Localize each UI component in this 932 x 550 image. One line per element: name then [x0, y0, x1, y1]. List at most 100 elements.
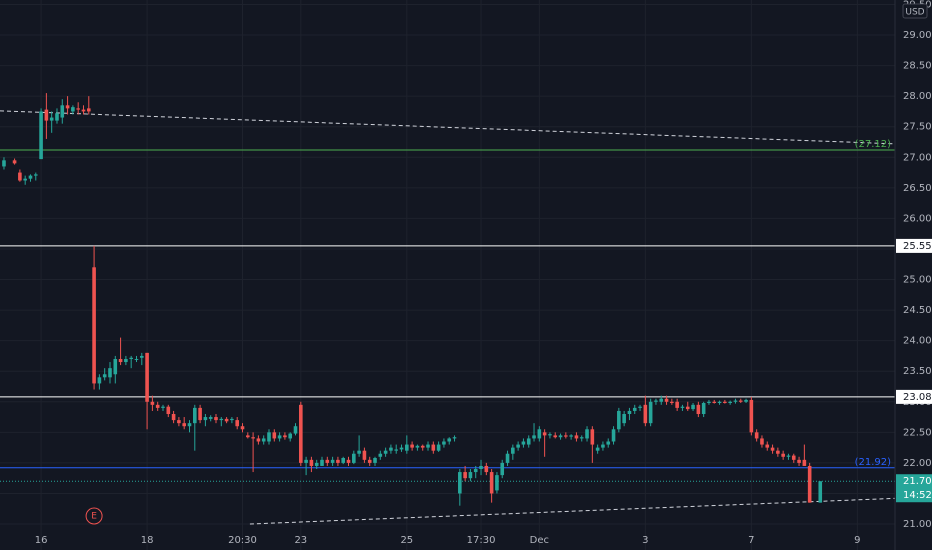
candle-body	[378, 453, 383, 457]
line-label: (21.92)	[855, 457, 892, 468]
candle-body	[55, 113, 59, 121]
candle-body	[129, 357, 133, 359]
price-label: 21.70	[903, 476, 932, 487]
x-tick-label: Dec	[530, 535, 549, 546]
candle-body	[214, 417, 218, 421]
price-label: 23.08	[903, 392, 932, 403]
candle-body	[484, 465, 489, 473]
candle-body	[198, 407, 202, 421]
candle-body	[235, 420, 240, 427]
candle-body	[776, 450, 780, 454]
x-tick-label: 25	[400, 535, 413, 546]
candle-body	[622, 413, 626, 424]
candle-body	[420, 445, 425, 448]
candle-body	[548, 434, 552, 436]
candle-body	[807, 465, 812, 503]
candle-body	[473, 469, 478, 473]
candle-body	[256, 438, 261, 442]
candle-body	[781, 453, 785, 457]
candle-body	[627, 410, 632, 414]
candle-body	[171, 413, 176, 421]
candle-body	[797, 459, 801, 463]
candle-body	[352, 453, 356, 463]
candle-body	[177, 420, 181, 424]
candle-body	[685, 406, 690, 410]
candle-body	[410, 444, 414, 448]
trend-line	[0, 110, 896, 145]
candle-body	[113, 358, 118, 375]
candle-body	[251, 437, 255, 439]
candle-body	[707, 401, 711, 403]
candle-body	[325, 459, 330, 463]
y-tick-label: 24.00	[903, 336, 932, 347]
candle-body	[314, 462, 319, 466]
candle-body	[405, 444, 409, 451]
candle-body	[659, 398, 664, 402]
candle-body	[346, 459, 351, 463]
candle-body	[569, 435, 573, 437]
currency: USD	[905, 8, 924, 18]
candle-body	[336, 459, 340, 463]
candle-body	[521, 441, 526, 445]
candle-body	[680, 406, 685, 408]
x-tick-label: 9	[854, 535, 860, 546]
candle-body	[791, 455, 796, 460]
candle-body	[500, 462, 505, 476]
price-label: 25.55	[903, 241, 932, 252]
candle-body	[139, 355, 144, 358]
candle-body	[818, 481, 823, 503]
candle-body	[288, 433, 293, 439]
candle-body	[192, 407, 197, 424]
candle-body	[447, 438, 452, 442]
x-tick-label: 23	[294, 535, 307, 546]
candle-body	[71, 107, 75, 112]
candle-body	[299, 404, 303, 463]
candle-body	[738, 400, 743, 402]
candle-body	[261, 438, 266, 442]
y-tick-label: 25.00	[903, 275, 932, 286]
candle-body	[182, 423, 186, 427]
candle-body	[367, 459, 372, 463]
candle-body	[44, 109, 49, 121]
candle-body	[452, 437, 457, 439]
candle-body	[754, 432, 759, 439]
y-tick-label: 23.50	[903, 366, 932, 377]
candle-body	[134, 358, 139, 360]
candle-body	[717, 401, 722, 403]
y-tick-label: 29.00	[903, 30, 932, 41]
candle-body	[309, 459, 314, 466]
candle-body	[394, 449, 399, 451]
candle-body	[802, 459, 807, 466]
candle-body	[12, 160, 17, 164]
candle-body	[208, 417, 213, 419]
candle-body	[611, 429, 616, 442]
x-tick-label: 18	[141, 535, 154, 546]
candle-body	[526, 438, 531, 445]
candle-body	[770, 447, 775, 451]
price-label-box	[896, 389, 932, 404]
candle-body	[65, 105, 70, 109]
candle-body	[495, 475, 499, 491]
candle-body	[49, 117, 54, 121]
candle-body	[97, 377, 102, 384]
candle-body	[76, 108, 80, 110]
candle-body	[246, 435, 250, 438]
candle-body	[415, 445, 420, 448]
candle-body	[516, 444, 520, 448]
candle-body	[458, 472, 462, 494]
candle-body	[161, 406, 165, 408]
candle-body	[479, 465, 483, 470]
currency-box	[902, 3, 928, 19]
candle-body	[357, 450, 361, 454]
y-tick-label: 22.50	[903, 427, 932, 438]
candle-body	[723, 401, 727, 403]
candle-body	[92, 267, 96, 384]
candle-body	[389, 447, 393, 451]
candle-body	[733, 400, 738, 402]
candle-body	[489, 472, 494, 494]
candle-body	[373, 458, 377, 463]
candle-body	[505, 453, 510, 463]
candle-body	[86, 108, 91, 112]
candle-body	[542, 432, 547, 436]
